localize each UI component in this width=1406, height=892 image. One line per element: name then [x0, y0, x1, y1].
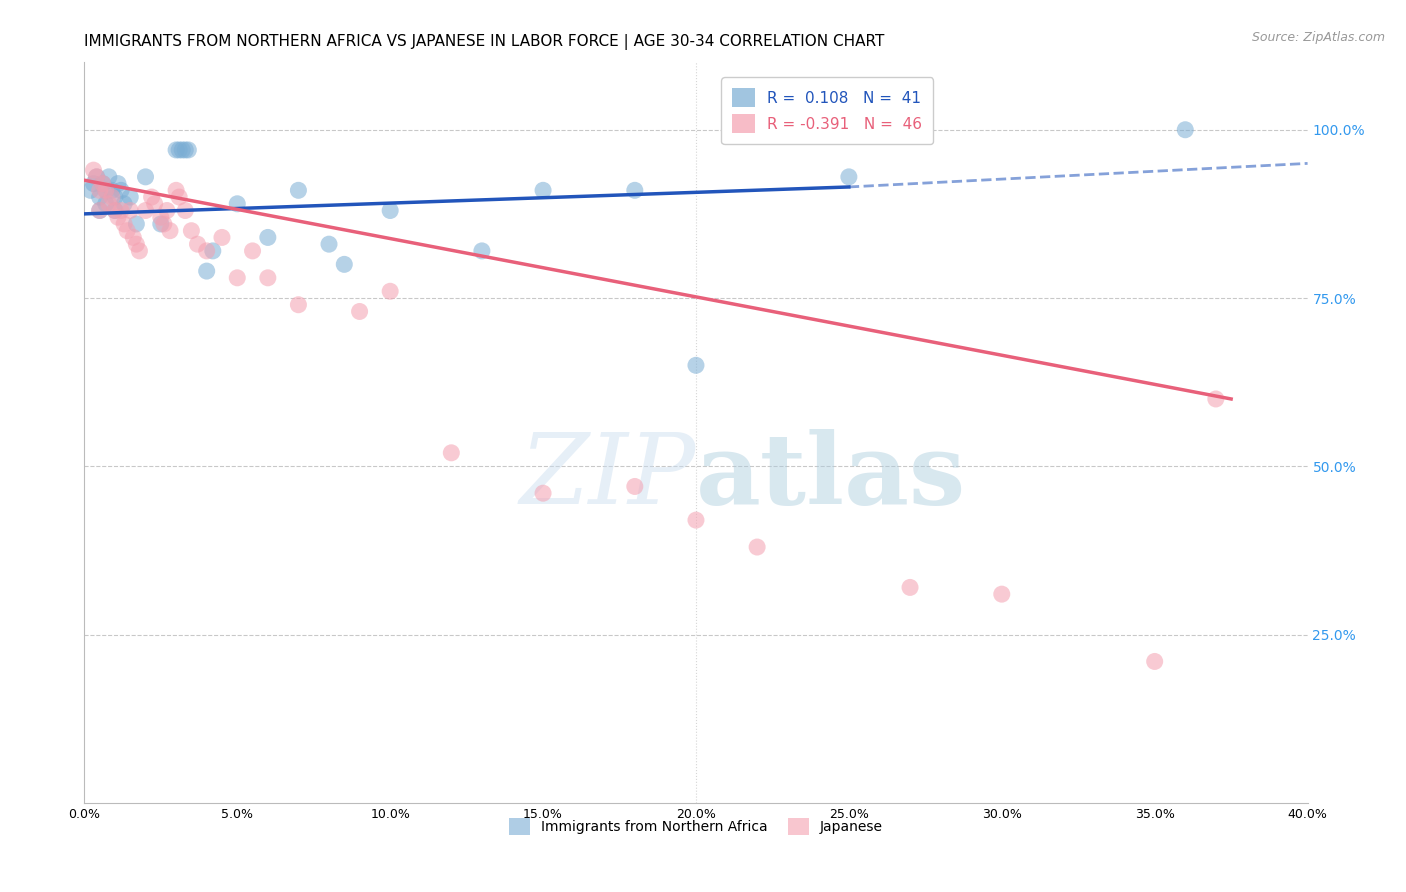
Point — [101, 183, 124, 197]
Point — [685, 359, 707, 373]
Point — [125, 237, 148, 252]
Text: atlas: atlas — [696, 428, 966, 525]
Point — [1174, 122, 1197, 136]
Point — [440, 446, 463, 460]
Point — [991, 587, 1014, 601]
Point — [83, 177, 105, 191]
Point — [112, 217, 135, 231]
Point — [195, 244, 218, 258]
Point — [115, 224, 138, 238]
Point — [174, 143, 197, 157]
Point — [101, 190, 124, 204]
Point — [89, 203, 111, 218]
Point — [471, 244, 494, 258]
Point — [318, 237, 340, 252]
Point — [1143, 655, 1166, 669]
Point — [104, 203, 127, 218]
Point — [112, 196, 135, 211]
Point — [141, 190, 163, 204]
Point — [172, 143, 194, 157]
Point — [159, 224, 181, 238]
Point — [195, 264, 218, 278]
Point — [94, 183, 117, 197]
Point — [747, 540, 769, 554]
Point — [143, 196, 166, 211]
Point — [165, 143, 187, 157]
Point — [122, 230, 145, 244]
Point — [624, 479, 647, 493]
Point — [135, 169, 157, 184]
Point — [1205, 392, 1227, 406]
Point — [97, 169, 120, 184]
Point — [167, 143, 190, 157]
Point — [79, 183, 101, 197]
Point — [165, 183, 187, 197]
Point — [153, 217, 176, 231]
Point — [125, 217, 148, 231]
Point — [333, 257, 356, 271]
Point — [242, 244, 264, 258]
Point — [257, 230, 280, 244]
Point — [174, 203, 197, 218]
Point — [380, 285, 402, 299]
Point — [531, 486, 554, 500]
Text: ZIP: ZIP — [520, 429, 696, 524]
Point — [349, 304, 371, 318]
Point — [94, 183, 117, 197]
Point — [149, 211, 172, 225]
Point — [257, 270, 280, 285]
Point — [226, 270, 249, 285]
Point — [107, 177, 129, 191]
Text: Source: ZipAtlas.com: Source: ZipAtlas.com — [1251, 31, 1385, 45]
Legend: Immigrants from Northern Africa, Japanese: Immigrants from Northern Africa, Japanes… — [503, 813, 889, 840]
Point — [531, 183, 554, 197]
Point — [287, 183, 309, 197]
Point — [287, 298, 309, 312]
Point — [89, 190, 111, 204]
Point — [120, 190, 142, 204]
Point — [135, 203, 157, 218]
Point — [624, 183, 647, 197]
Point — [149, 217, 172, 231]
Point — [110, 203, 132, 218]
Point — [120, 203, 142, 218]
Point — [685, 513, 707, 527]
Point — [83, 163, 105, 178]
Point — [91, 177, 114, 191]
Point — [107, 211, 129, 225]
Point — [156, 203, 179, 218]
Point — [186, 237, 208, 252]
Point — [128, 244, 150, 258]
Point — [180, 224, 202, 238]
Point — [201, 244, 224, 258]
Point — [104, 190, 127, 204]
Point — [94, 196, 117, 211]
Point — [91, 177, 114, 191]
Point — [380, 203, 402, 218]
Point — [838, 169, 860, 184]
Point — [104, 203, 127, 218]
Point — [211, 230, 233, 244]
Point — [177, 143, 200, 157]
Point — [86, 169, 108, 184]
Point — [167, 190, 190, 204]
Point — [86, 169, 108, 184]
Point — [110, 183, 132, 197]
Point — [226, 196, 249, 211]
Point — [898, 581, 921, 595]
Text: IMMIGRANTS FROM NORTHERN AFRICA VS JAPANESE IN LABOR FORCE | AGE 30-34 CORRELATI: IMMIGRANTS FROM NORTHERN AFRICA VS JAPAN… — [84, 34, 884, 50]
Point — [97, 196, 120, 211]
Point — [89, 203, 111, 218]
Point — [89, 183, 111, 197]
